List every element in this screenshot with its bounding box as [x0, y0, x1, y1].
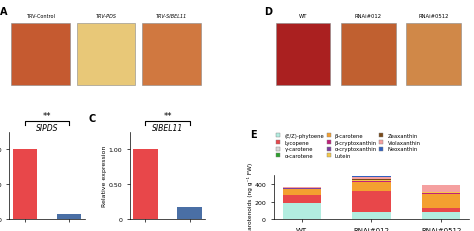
Bar: [11, 24, 70, 86]
Bar: [57, 214, 82, 219]
Bar: [283, 189, 321, 195]
Bar: [422, 192, 460, 193]
Legend: (E/Z)-phytoene, Lycopene, γ-carotene, α-carotene, β-carotene, β-cryptoxanthin, α: (E/Z)-phytoene, Lycopene, γ-carotene, α-…: [276, 133, 421, 158]
Bar: [422, 193, 460, 194]
Text: RNAi#0512: RNAi#0512: [418, 14, 448, 19]
Bar: [352, 176, 391, 177]
Text: A: A: [0, 7, 7, 17]
Text: RNAi#012: RNAi#012: [355, 14, 382, 19]
Bar: [283, 203, 321, 219]
Text: E: E: [250, 129, 257, 139]
Bar: [352, 181, 391, 182]
Y-axis label: Carotenoids (ng g⁻¹ FW): Carotenoids (ng g⁻¹ FW): [247, 162, 253, 231]
Bar: [352, 180, 391, 181]
Bar: [275, 24, 330, 86]
Text: C: C: [89, 114, 96, 124]
Text: **: **: [163, 111, 172, 120]
Text: WT: WT: [299, 14, 307, 19]
Title: SIPDS: SIPDS: [36, 123, 58, 132]
Bar: [352, 182, 391, 191]
Bar: [422, 213, 460, 219]
Bar: [422, 185, 460, 192]
Bar: [352, 212, 391, 219]
Bar: [352, 177, 391, 179]
Bar: [283, 195, 321, 203]
Text: TRV-SIBEL11: TRV-SIBEL11: [155, 14, 187, 19]
Bar: [133, 150, 157, 219]
Bar: [422, 194, 460, 208]
Text: D: D: [264, 7, 272, 17]
Bar: [283, 188, 321, 189]
Bar: [422, 208, 460, 213]
Bar: [352, 191, 391, 212]
Y-axis label: Relative expression: Relative expression: [102, 145, 107, 207]
Text: TRV-PDS: TRV-PDS: [95, 14, 117, 19]
Text: **: **: [43, 111, 51, 120]
Bar: [283, 187, 321, 188]
Text: TRV-Control: TRV-Control: [27, 14, 55, 19]
Bar: [341, 24, 396, 86]
Bar: [352, 179, 391, 180]
Bar: [13, 150, 37, 219]
Bar: [177, 207, 202, 219]
Bar: [142, 24, 201, 86]
Title: SIBEL11: SIBEL11: [152, 123, 183, 132]
Bar: [406, 24, 461, 86]
Bar: [77, 24, 136, 86]
